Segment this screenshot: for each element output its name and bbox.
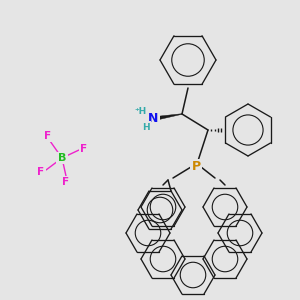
Text: N: N [148,112,158,124]
Text: H: H [142,122,150,131]
Polygon shape [158,114,182,120]
Text: P: P [191,160,201,173]
Text: F: F [62,177,70,187]
Text: B: B [58,153,66,163]
Text: F: F [80,144,88,154]
Text: ⁺H: ⁺H [135,106,147,116]
Text: F: F [44,131,52,141]
Text: F: F [38,167,45,177]
